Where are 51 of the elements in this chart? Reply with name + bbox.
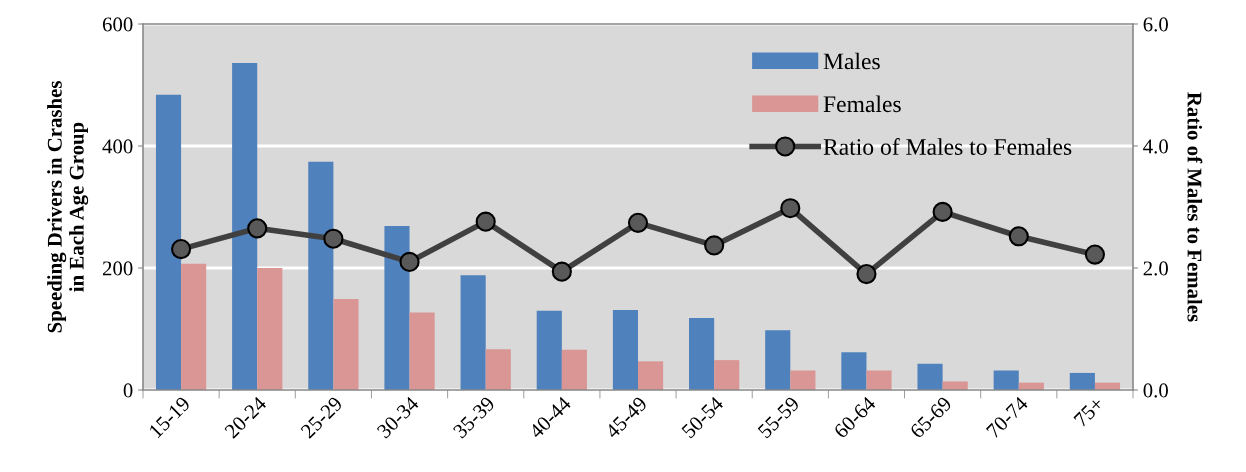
y2-tick-label: 2.0 [1143,261,1168,276]
bar [841,352,867,390]
y2-tick-label: 4.0 [1143,139,1168,154]
legend-label: Ratio of Males to Females [823,138,1072,155]
y2-axis-title: Ratio of Males to Females [1187,92,1203,322]
point [1008,226,1029,247]
bar [155,94,182,390]
point [171,239,192,260]
bar [257,268,283,390]
x-tick-label: 75+ [1073,396,1105,428]
bar [790,370,816,390]
bar [232,63,258,390]
y-axis-title: Speeding Drivers in Crashes in Each Age Group [47,81,89,333]
y-tick-label: 400 [102,139,133,154]
bar [765,330,791,390]
legend-label: Males [823,52,880,70]
point [627,212,649,233]
point [551,261,572,282]
point [1084,244,1105,265]
y2-tick-label: 0.0 [1143,383,1168,398]
bar [485,349,511,390]
point [475,211,496,232]
bar [866,370,892,390]
point [323,228,344,249]
bar [308,161,334,390]
point [856,264,877,285]
bar [1069,372,1095,390]
bar [714,360,740,390]
y2-tick-label: 6.0 [1143,17,1168,32]
point [247,218,268,239]
bar [460,275,486,390]
y-tick-label: 200 [102,261,133,276]
y-tick-label: 0 [123,383,133,398]
bar [993,370,1019,390]
point [780,198,801,219]
bar [689,318,715,390]
bar [942,381,968,390]
bar [612,310,638,390]
point [399,251,420,272]
y-tick-label: 600 [102,17,133,32]
bar [409,312,435,390]
point [704,235,725,256]
bar [561,349,587,390]
bar [638,361,664,390]
bar [536,310,562,390]
bar [181,263,207,390]
bar [384,225,410,390]
legend-label: Females [823,95,901,113]
bar [333,299,359,390]
point [932,201,953,222]
bar [917,363,943,390]
